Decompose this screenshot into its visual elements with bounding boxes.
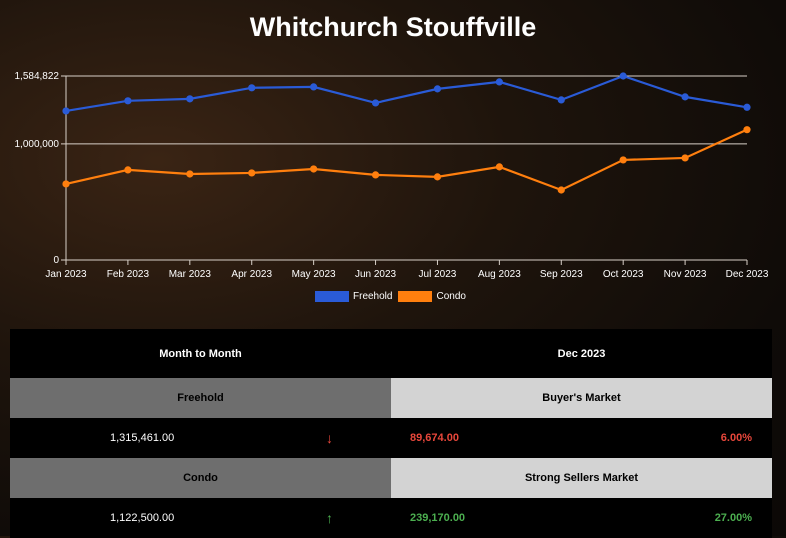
- svg-text:Sep 2023: Sep 2023: [540, 269, 583, 280]
- condo-label-row: Condo Strong Sellers Market: [10, 458, 772, 498]
- svg-text:1,000,000: 1,000,000: [15, 139, 60, 150]
- legend-condo[interactable]: Condo: [398, 291, 466, 302]
- freehold-price: 1,315,461.00: [110, 432, 175, 444]
- svg-text:0: 0: [53, 255, 59, 266]
- svg-text:Aug 2023: Aug 2023: [478, 269, 521, 280]
- svg-text:Jul 2023: Jul 2023: [419, 269, 457, 280]
- freehold-market-status: Buyer's Market: [391, 378, 772, 418]
- svg-text:Mar 2023: Mar 2023: [169, 269, 212, 280]
- header-period: Dec 2023: [557, 347, 606, 360]
- freehold-values-row: 1,315,461.00 ↓ 89,674.00 6.00%: [10, 418, 772, 458]
- svg-text:Apr 2023: Apr 2023: [231, 269, 272, 280]
- condo-market-status: Strong Sellers Market: [391, 458, 772, 498]
- condo-values-row: 1,122,500.00 ↑ 239,170.00 27.00%: [10, 498, 772, 538]
- header-month-to-month: Month to Month: [159, 347, 242, 360]
- condo-swatch: [398, 291, 433, 302]
- legend-freehold[interactable]: Freehold: [315, 291, 392, 302]
- svg-text:Dec 2023: Dec 2023: [726, 269, 769, 280]
- legend-label: Freehold: [353, 291, 393, 302]
- line-chart: 0 1,000,000 1,584,822 Jan 2023 Feb 2023 Mar 2…: [15, 71, 769, 280]
- svg-text:Feb 2023: Feb 2023: [107, 269, 150, 280]
- freehold-percent: 6.00%: [720, 432, 752, 444]
- svg-text:Oct 2023: Oct 2023: [603, 269, 644, 280]
- freehold-swatch: [315, 291, 349, 302]
- chart-legend: Freehold Condo: [315, 291, 472, 302]
- svg-text:Jan 2023: Jan 2023: [45, 269, 87, 280]
- svg-text:Nov 2023: Nov 2023: [664, 269, 707, 280]
- condo-label: Condo: [10, 458, 391, 498]
- chart-title: Whitchurch Stouffville: [249, 12, 537, 42]
- freehold-label-row: Freehold Buyer's Market: [10, 378, 772, 418]
- condo-price: 1,122,500.00: [110, 512, 175, 524]
- svg-text:May 2023: May 2023: [292, 269, 336, 280]
- condo-percent: 27.00%: [714, 512, 752, 524]
- svg-text:1,584,822: 1,584,822: [15, 71, 60, 82]
- legend-label: Condo: [436, 291, 466, 302]
- table-header-row: Month to Month Dec 2023: [10, 329, 772, 378]
- arrow-down-icon: ↓: [326, 430, 333, 446]
- arrow-up-icon: ↑: [326, 510, 333, 526]
- freehold-label: Freehold: [10, 378, 391, 418]
- market-summary-table: Month to Month Dec 2023 Freehold Buyer's…: [10, 329, 772, 538]
- freehold-change: 89,674.00: [410, 432, 459, 444]
- condo-change: 239,170.00: [410, 512, 466, 524]
- svg-text:Jun 2023: Jun 2023: [355, 269, 397, 280]
